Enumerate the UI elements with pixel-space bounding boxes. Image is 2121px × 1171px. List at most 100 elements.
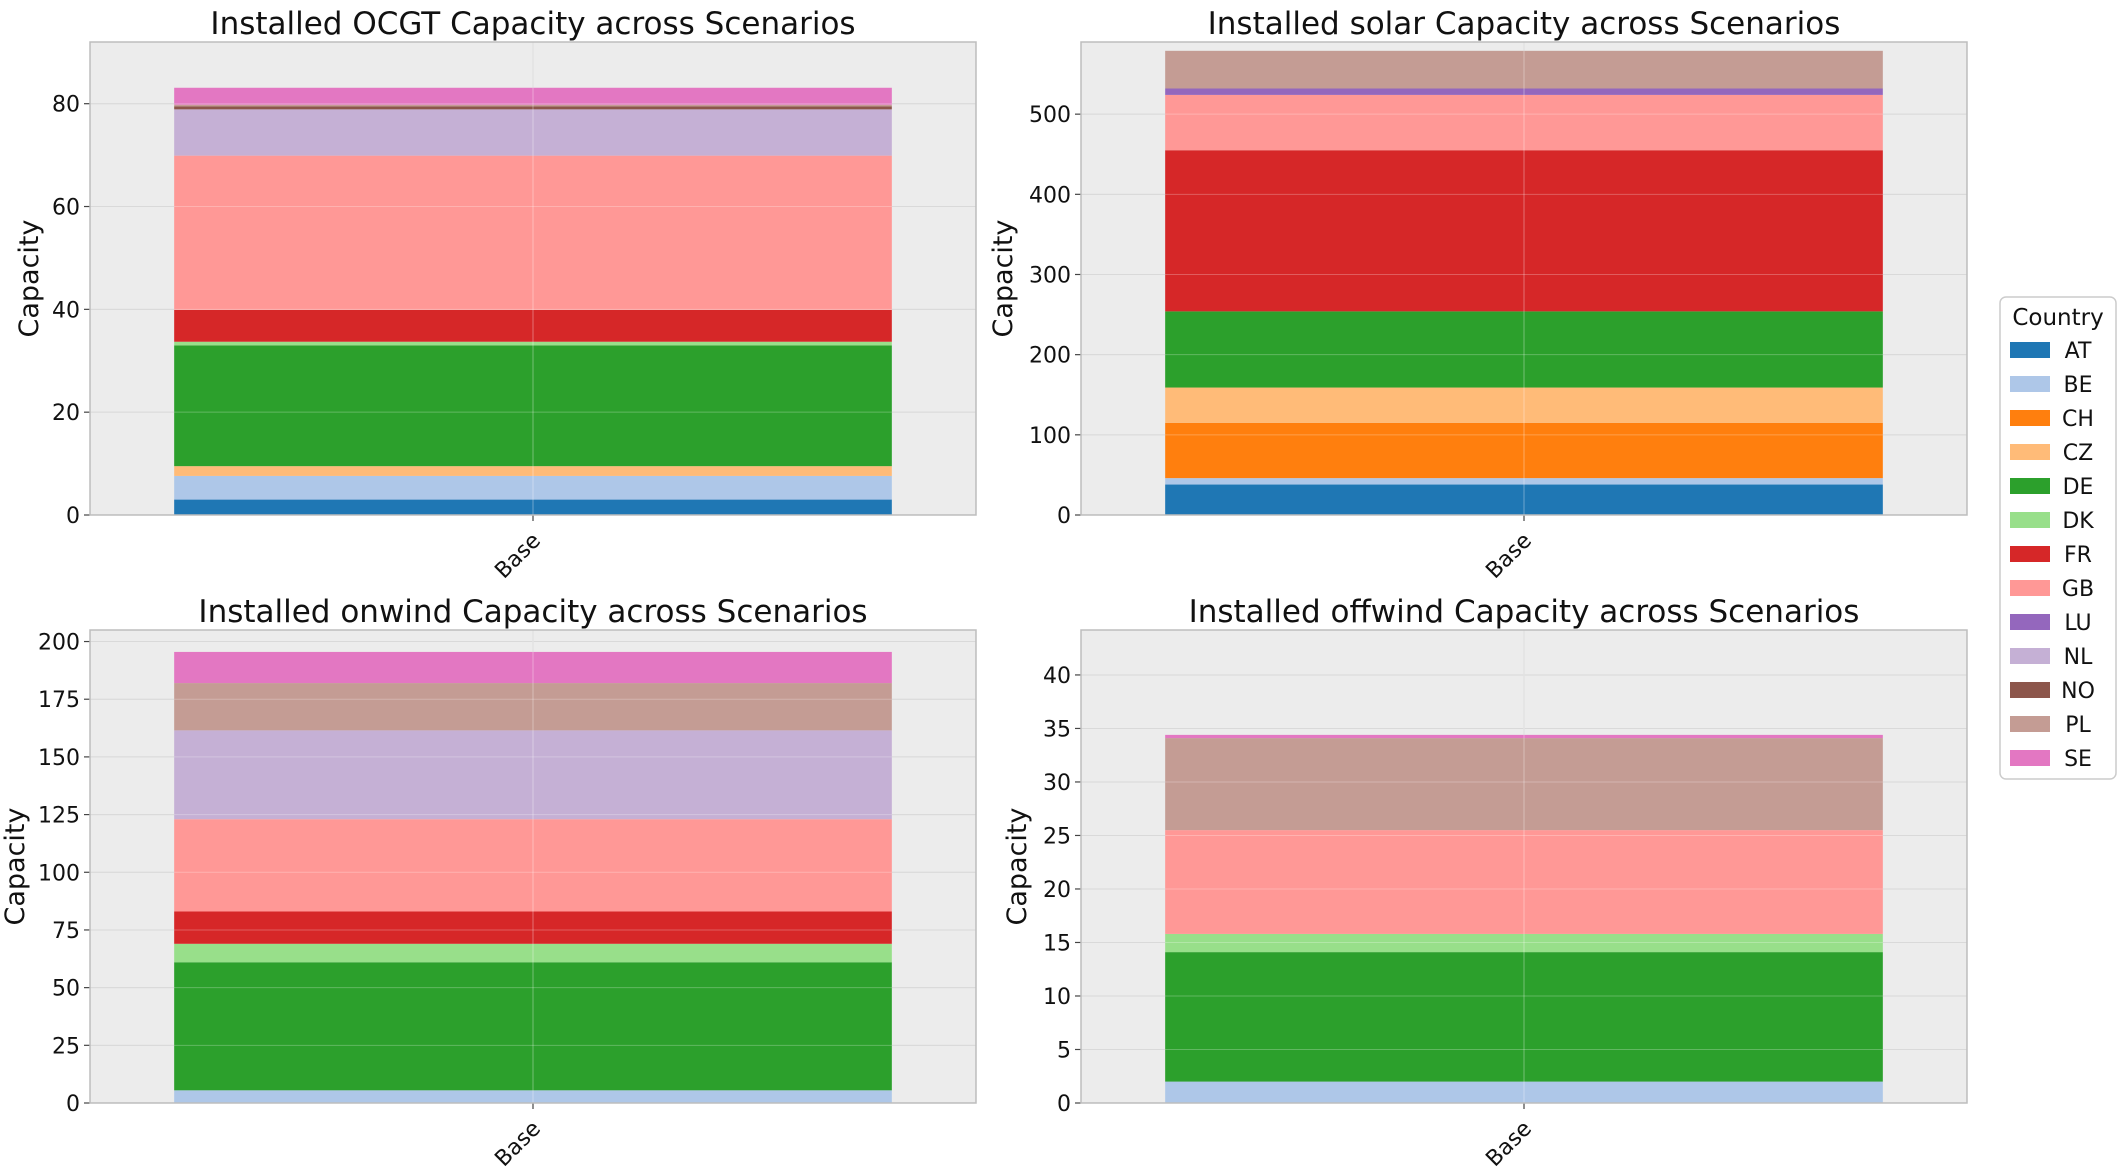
bar-segment-cz: [174, 466, 892, 476]
legend-label-fr: FR: [2064, 543, 2092, 568]
y-tick-label: 35: [1043, 717, 1071, 742]
y-tick-label: 10: [1043, 985, 1071, 1010]
bar-segment-lu: [1165, 88, 1883, 95]
y-tick-label: 150: [38, 746, 80, 771]
x-tick-label: Base: [1481, 1116, 1537, 1171]
y-tick-label: 175: [38, 688, 80, 713]
legend-swatch-ch: [2010, 410, 2050, 426]
chart-title: Installed solar Capacity across Scenario…: [1208, 6, 1841, 42]
y-axis-label: Capacity: [988, 219, 1019, 337]
legend-label-pl: PL: [2065, 713, 2091, 738]
bar-segment-dk: [1165, 933, 1883, 953]
chart-title: Installed offwind Capacity across Scenar…: [1189, 594, 1860, 630]
bar-segment-gb: [174, 819, 892, 912]
bar-segment-gb: [1165, 830, 1883, 934]
bar-segment-se: [174, 87, 892, 105]
bar-segment-pl: [1165, 738, 1883, 831]
legend-label-de: DE: [2063, 475, 2094, 500]
bar-segment-at: [174, 499, 892, 515]
legend-swatch-fr: [2010, 546, 2050, 562]
legend-swatch-be: [2010, 376, 2050, 392]
legend-swatch-gb: [2010, 580, 2050, 596]
y-tick-label: 40: [1043, 664, 1071, 689]
y-tick-label: 300: [1029, 263, 1071, 288]
bar-segment-dk: [174, 943, 892, 963]
bar-segment-no: [174, 106, 892, 110]
bar-segment-de: [174, 962, 892, 1091]
charts-group: 0 20 40 60 80 Base Installed OCGT Capacity acr…: [0, 6, 1968, 1171]
legend-label-gb: GB: [2062, 577, 2094, 602]
bar-segment-ch: [1165, 422, 1883, 479]
bar-segment-gb: [1165, 94, 1883, 151]
legend-items: AT BE CH CZ DE DK FR GB LU NL NO PL SE: [2010, 339, 2095, 772]
legend-swatch-nl: [2010, 648, 2050, 664]
y-tick-label: 60: [52, 196, 80, 221]
bar-segment-pl: [174, 104, 892, 107]
plot-frame: [1080, 41, 1968, 516]
bar-segment-fr: [1165, 150, 1883, 312]
legend-swatch-lu: [2010, 614, 2050, 630]
bar-segment-se: [1165, 734, 1883, 739]
plot-frame: [89, 41, 977, 516]
legend: Country AT BE CH CZ DE DK FR GB LU NL NO PL SE: [1999, 296, 2117, 780]
chart-panel-3: 0 25 50 75 100 125 150 175 200 Base Installed onwi…: [0, 594, 977, 1171]
y-axis-label: Capacity: [1002, 807, 1033, 925]
x-tick-label: Base: [490, 1116, 546, 1171]
bar-segment-de: [1165, 952, 1883, 1082]
y-tick-label: 5: [1057, 1038, 1071, 1063]
bar-segment-nl: [174, 109, 892, 156]
bar-segment-nl: [174, 730, 892, 820]
legend-swatch-se: [2010, 750, 2050, 766]
legend-label-at: AT: [2065, 339, 2092, 364]
y-axis-label: Capacity: [14, 219, 45, 337]
chart-title: Installed OCGT Capacity across Scenarios: [210, 6, 855, 42]
bar-segment-be: [174, 475, 892, 500]
bar-segment-pl: [174, 683, 892, 731]
y-tick-label: 50: [52, 977, 80, 1002]
bar-segment-fr: [174, 911, 892, 944]
bar-segment-de: [1165, 311, 1883, 388]
legend-frame: [1999, 296, 2117, 780]
legend-swatch-at: [2010, 342, 2050, 358]
x-tick-label: Base: [1481, 528, 1537, 584]
y-tick-label: 75: [52, 919, 80, 944]
y-tick-label: 15: [1043, 931, 1071, 956]
legend-label-dk: DK: [2062, 509, 2094, 534]
bar-segment-fr: [174, 309, 892, 342]
y-tick-label: 500: [1029, 103, 1071, 128]
bar-segment-gb: [174, 155, 892, 310]
legend-label-ch: CH: [2062, 407, 2094, 432]
y-tick-label: 20: [52, 401, 80, 426]
bar-segment-cz: [1165, 387, 1883, 423]
y-tick-label: 100: [1029, 424, 1071, 449]
y-tick-label: 0: [66, 504, 80, 529]
bar-segment-pl: [1165, 50, 1883, 89]
bar-segment-be: [174, 1090, 892, 1103]
y-tick-label: 25: [52, 1034, 80, 1059]
legend-swatch-pl: [2010, 716, 2050, 732]
legend-label-no: NO: [2061, 679, 2095, 704]
y-tick-label: 0: [1057, 504, 1071, 529]
y-tick-label: 40: [52, 298, 80, 323]
bar-segment-dk: [174, 341, 892, 346]
plot-frame: [1080, 629, 1968, 1104]
y-tick-label: 100: [38, 861, 80, 886]
bar-segment-be: [1165, 1081, 1883, 1103]
bar-segment-se: [174, 651, 892, 684]
y-tick-label: 25: [1043, 824, 1071, 849]
chart-panel-2: 0 100 200 300 400 500 Base Installed solar Capa…: [988, 6, 1968, 584]
x-tick-label: Base: [490, 528, 546, 584]
legend-label-cz: CZ: [2063, 441, 2093, 466]
legend-label-lu: LU: [2064, 611, 2091, 636]
legend-label-se: SE: [2064, 747, 2092, 772]
plot-frame: [89, 629, 977, 1104]
bar-segment-be: [1165, 478, 1883, 485]
y-tick-label: 125: [38, 804, 80, 829]
y-tick-label: 0: [1057, 1092, 1071, 1117]
legend-label-be: BE: [2064, 373, 2093, 398]
bar-segment-at: [1165, 484, 1883, 515]
bar-segment-de: [174, 345, 892, 467]
y-tick-label: 30: [1043, 771, 1071, 796]
y-tick-label: 200: [38, 631, 80, 656]
